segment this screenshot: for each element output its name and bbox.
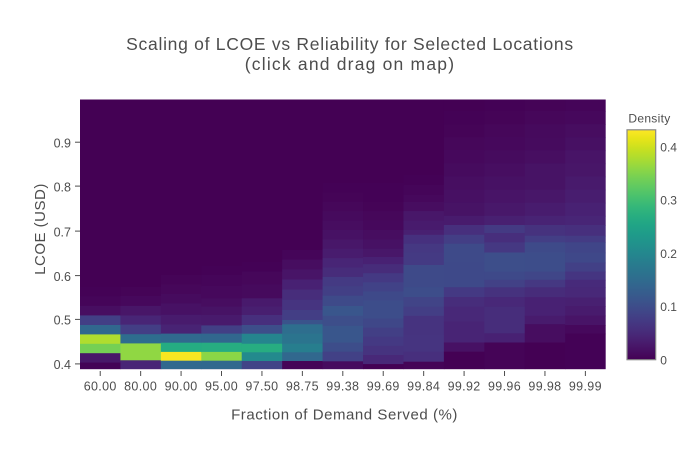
svg-text:0: 0 [660,353,667,367]
svg-text:0.2: 0.2 [660,247,677,261]
svg-text:99.98: 99.98 [528,379,561,393]
svg-text:99.69: 99.69 [367,379,400,393]
svg-text:90.00: 90.00 [165,379,198,393]
svg-text:Fraction of Demand Served (%): Fraction of Demand Served (%) [231,406,458,423]
svg-text:99.96: 99.96 [488,379,521,393]
svg-text:97.50: 97.50 [245,379,278,393]
svg-text:95.00: 95.00 [205,379,238,393]
svg-text:99.99: 99.99 [569,379,602,393]
svg-text:0.7: 0.7 [54,225,71,239]
svg-text:80.00: 80.00 [124,379,157,393]
svg-text:0.6: 0.6 [54,270,71,284]
svg-text:Density: Density [628,112,670,126]
svg-text:(click and drag on map): (click and drag on map) [245,54,455,74]
svg-text:0.8: 0.8 [54,180,71,194]
svg-text:0.4: 0.4 [660,140,677,154]
svg-text:99.84: 99.84 [407,379,440,393]
svg-text:LCOE (USD): LCOE (USD) [32,183,49,275]
svg-text:Scaling of LCOE vs Reliability: Scaling of LCOE vs Reliability for Selec… [126,34,574,54]
svg-text:0.9: 0.9 [54,136,71,150]
svg-text:0.3: 0.3 [660,194,677,208]
svg-text:60.00: 60.00 [84,379,117,393]
svg-text:99.92: 99.92 [448,379,481,393]
svg-text:0.5: 0.5 [54,314,71,328]
svg-text:0.1: 0.1 [660,300,677,314]
svg-text:0.4: 0.4 [54,358,71,372]
svg-text:98.75: 98.75 [286,379,319,393]
svg-text:99.38: 99.38 [326,379,359,393]
